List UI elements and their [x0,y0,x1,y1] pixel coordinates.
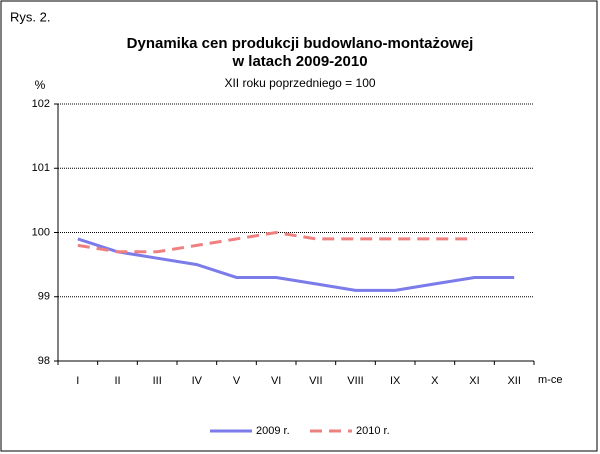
x-axis-label: m-ce [538,374,562,386]
x-tick-label: IX [390,375,401,387]
legend-label: 2009 r. [256,425,290,437]
subtitle: XII roku poprzedniego = 100 [224,76,375,90]
x-tick-label: III [153,375,162,387]
x-tick-label: II [114,375,120,387]
y-tick-label: 102 [32,98,50,110]
chart-title: Dynamika cen produkcji budowlano-montażo… [127,35,474,52]
x-tick-label: VII [309,375,322,387]
x-tick-label: VI [271,375,281,387]
chart-title: w latach 2009-2010 [231,53,367,70]
y-axis-label: % [35,78,46,92]
x-tick-label: XII [507,375,520,387]
y-tick-label: 101 [32,162,50,174]
x-tick-label: I [76,375,79,387]
y-tick-label: 98 [38,355,50,367]
y-tick-label: 100 [32,226,50,238]
series-line [77,237,515,292]
figure-label: Rys. 2. [10,9,50,24]
x-tick-label: XI [469,375,479,387]
y-tick-label: 99 [38,291,50,303]
x-tick-label: VIII [347,375,364,387]
x-tick-label: V [233,375,241,387]
x-tick-label: IV [192,375,203,387]
series-line [77,230,475,254]
legend-label: 2010 r. [356,425,390,437]
x-tick-label: X [431,375,439,387]
